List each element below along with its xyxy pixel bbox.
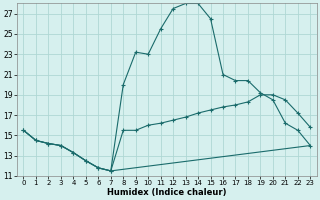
X-axis label: Humidex (Indice chaleur): Humidex (Indice chaleur) [107,188,227,197]
